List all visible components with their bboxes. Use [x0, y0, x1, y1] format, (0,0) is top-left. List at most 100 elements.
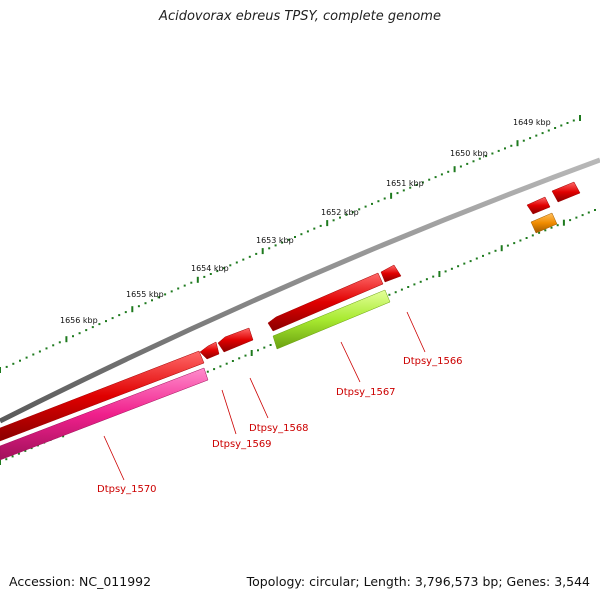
outer-tick-minor — [319, 224, 322, 227]
outer-tick-minor — [351, 211, 354, 214]
outer-tick-minor — [72, 335, 74, 338]
outer-tick-minor — [183, 284, 186, 287]
inner-tick-minor — [594, 209, 596, 211]
cds-dtpsy-1567-arrow — [267, 272, 384, 332]
inner-tick-minor — [575, 216, 578, 219]
kbp-label-1649: 1649 kbp — [513, 118, 551, 127]
inner-tick-minor — [219, 365, 222, 368]
inner-tick-minor — [425, 278, 428, 281]
inner-tick-minor — [519, 239, 522, 242]
outer-tick-minor — [157, 296, 160, 299]
outer-tick-minor — [144, 302, 147, 305]
outer-tick-minor — [105, 320, 107, 323]
kbp-label-1651: 1651 kbp — [386, 179, 424, 188]
genome-backbone — [0, 157, 600, 424]
outer-tick-major — [390, 192, 393, 199]
outer-tick-minor — [383, 197, 386, 200]
outer-tick-minor — [111, 317, 114, 320]
outer-tick-minor — [38, 350, 41, 353]
inner-tick-minor — [581, 214, 584, 217]
outer-tick-minor — [248, 255, 251, 258]
outer-tick-major — [453, 166, 456, 173]
inner-tick-minor — [238, 357, 241, 360]
outer-tick-minor — [91, 326, 94, 329]
cds-dtpsy-1567-bar — [272, 289, 391, 350]
outer-tick-minor — [118, 314, 121, 317]
cds-dtpsy-1568-arrow — [217, 327, 254, 353]
inner-tick-minor — [450, 267, 453, 270]
inner-tick-minor — [400, 288, 403, 291]
outer-tick-minor — [554, 127, 557, 129]
kbp-label-1654: 1654 kbp — [191, 264, 229, 273]
kbp-label-1656: 1656 kbp — [60, 316, 98, 325]
outer-tick-minor — [497, 149, 500, 152]
outer-tick-minor — [190, 281, 193, 284]
cds-dtpsy-1569-arrow — [199, 341, 220, 360]
cds-upstream-arrow-a — [526, 196, 551, 215]
outer-tick-major — [326, 220, 329, 227]
inner-tick-minor — [463, 262, 466, 265]
inner-tick-minor — [263, 346, 266, 349]
inner-tick-major — [562, 219, 565, 226]
kbp-label-1655: 1655 kbp — [126, 290, 164, 299]
outer-tick-minor — [371, 202, 373, 205]
inner-tick-minor — [388, 293, 391, 296]
outer-tick-minor — [58, 341, 61, 344]
inner-tick-minor — [413, 283, 416, 286]
outer-tick-minor — [294, 236, 296, 238]
inner-tick-minor — [269, 344, 272, 346]
outer-tick-minor — [177, 287, 180, 290]
outer-tick-minor — [560, 124, 563, 127]
inner-tick-minor — [206, 370, 209, 373]
inner-tick-major — [438, 271, 441, 277]
gene-leader-lines — [103, 311, 426, 481]
inner-tick-minor — [457, 265, 460, 268]
inner-tick-minor — [482, 254, 484, 257]
outer-tick-minor — [300, 233, 303, 236]
outer-tick-minor — [364, 205, 367, 208]
inner-tick-minor — [488, 252, 491, 255]
outer-tick-minor — [170, 290, 173, 293]
inner-tick-minor — [24, 449, 27, 452]
outer-tick-minor — [45, 347, 48, 350]
inner-tick-major — [0, 459, 1, 465]
outer-tick-minor — [447, 170, 450, 173]
gene-label-dtpsy-1568: Dtpsy_1568 — [249, 423, 309, 434]
outer-tick-minor — [287, 238, 290, 241]
outer-tick-minor — [52, 344, 55, 347]
gene-labels: Dtpsy_1566 Dtpsy_1567 Dtpsy_1568 Dtpsy_1… — [97, 356, 463, 495]
inner-tick-minor — [513, 242, 516, 245]
inner-tick-minor — [394, 291, 397, 294]
gene-label-dtpsy-1566: Dtpsy_1566 — [403, 356, 463, 367]
outer-tick-minor — [306, 230, 309, 233]
outer-tick-minor — [98, 323, 101, 326]
outer-tick-minor — [229, 264, 232, 267]
inner-tick-minor — [444, 270, 447, 273]
outer-tick-minor — [137, 305, 140, 308]
gene-label-dtpsy-1570: Dtpsy_1570 — [97, 484, 157, 495]
outer-tick-minor — [332, 219, 335, 222]
outer-tick-major — [516, 140, 519, 147]
outer-tick-minor — [216, 270, 219, 273]
cds-upstream-arrow-b — [551, 181, 581, 203]
leader-dtpsy-1569 — [221, 389, 237, 435]
outer-tick-minor — [415, 184, 418, 186]
outer-tick-minor — [421, 181, 424, 184]
outer-tick-minor — [19, 359, 21, 362]
inner-tick-minor — [469, 260, 472, 263]
outer-tick-minor — [529, 137, 532, 140]
leader-dtpsy-1566 — [406, 311, 426, 353]
outer-tick-minor — [255, 252, 258, 255]
outer-tick-major — [0, 367, 1, 373]
inner-tick-minor — [419, 280, 422, 283]
outer-tick-minor — [434, 176, 437, 179]
outer-tick-minor — [541, 132, 544, 135]
kbp-label-1650: 1650 kbp — [450, 149, 488, 158]
inner-tick-minor — [11, 455, 14, 458]
outer-tick-minor — [164, 293, 167, 296]
inner-tick-minor — [550, 226, 553, 229]
outer-tick-minor — [203, 275, 206, 278]
leader-dtpsy-1570 — [103, 435, 125, 481]
outer-tick-minor — [85, 329, 88, 332]
